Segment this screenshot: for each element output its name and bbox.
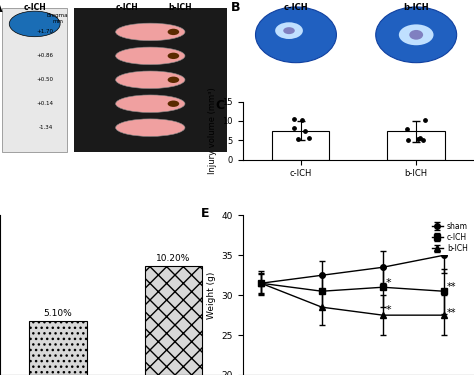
Point <box>421 117 428 123</box>
Point <box>291 116 298 122</box>
Ellipse shape <box>283 27 295 34</box>
Point <box>416 135 424 141</box>
Ellipse shape <box>376 7 456 63</box>
Y-axis label: Weight (g): Weight (g) <box>207 272 216 319</box>
Ellipse shape <box>168 100 179 107</box>
Text: mm: mm <box>52 19 64 24</box>
Y-axis label: Injury volume (mm³): Injury volume (mm³) <box>208 87 217 174</box>
Text: +0.50: +0.50 <box>36 77 53 82</box>
Text: B: B <box>231 2 241 14</box>
Ellipse shape <box>409 30 423 40</box>
Legend: sham, c-ICH, b-ICH: sham, c-ICH, b-ICH <box>429 219 470 255</box>
Point <box>305 135 313 141</box>
Text: c-ICH: c-ICH <box>283 3 308 12</box>
Text: +0.86: +0.86 <box>36 53 53 58</box>
Text: C: C <box>215 99 224 112</box>
Text: c-ICH: c-ICH <box>116 3 138 12</box>
Ellipse shape <box>168 29 179 35</box>
Bar <box>74 8 227 152</box>
Text: *: * <box>386 304 392 315</box>
Text: A: A <box>0 2 3 15</box>
Ellipse shape <box>399 24 434 45</box>
Ellipse shape <box>116 95 185 112</box>
Text: E: E <box>201 207 210 220</box>
Ellipse shape <box>116 71 185 88</box>
Text: b-ICH: b-ICH <box>169 3 192 12</box>
Text: b-ICH: b-ICH <box>403 3 429 12</box>
Bar <box>387 131 445 160</box>
Ellipse shape <box>116 47 185 64</box>
Ellipse shape <box>275 22 303 39</box>
Point <box>299 117 306 123</box>
Text: **: ** <box>447 282 456 292</box>
Ellipse shape <box>255 7 337 63</box>
Text: 10.20%: 10.20% <box>156 254 191 263</box>
Point <box>414 136 422 142</box>
Ellipse shape <box>116 23 185 41</box>
Ellipse shape <box>9 11 60 37</box>
Point <box>419 137 427 143</box>
Text: 5.10%: 5.10% <box>44 309 72 318</box>
Bar <box>2 8 67 152</box>
Text: +1.70: +1.70 <box>36 29 53 34</box>
Bar <box>272 130 329 160</box>
Bar <box>29 321 87 375</box>
Bar <box>145 267 202 375</box>
Text: -1.34: -1.34 <box>39 125 53 130</box>
Point <box>294 136 302 142</box>
Ellipse shape <box>168 76 179 83</box>
Point <box>404 137 412 143</box>
Ellipse shape <box>168 53 179 59</box>
Point <box>291 125 298 131</box>
Text: +0.14: +0.14 <box>36 101 53 106</box>
Text: Bregma: Bregma <box>47 13 69 18</box>
Point <box>301 128 309 134</box>
Point <box>403 126 411 132</box>
Text: c-ICH: c-ICH <box>23 3 46 12</box>
Text: **: ** <box>447 308 456 318</box>
Ellipse shape <box>116 119 185 136</box>
Text: *: * <box>386 278 392 288</box>
